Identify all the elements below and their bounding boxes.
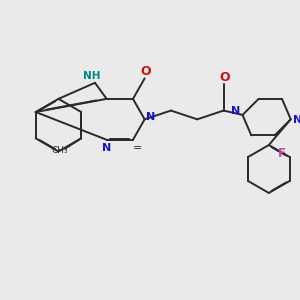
- Text: =: =: [133, 143, 142, 153]
- Text: N: N: [292, 115, 300, 125]
- Text: O: O: [220, 71, 230, 84]
- Text: O: O: [141, 65, 152, 79]
- Text: N: N: [232, 106, 241, 116]
- Text: F: F: [278, 147, 285, 160]
- Text: CH₃: CH₃: [52, 146, 68, 155]
- Text: N: N: [146, 112, 156, 122]
- Text: NH: NH: [83, 71, 100, 81]
- Text: N: N: [102, 143, 111, 153]
